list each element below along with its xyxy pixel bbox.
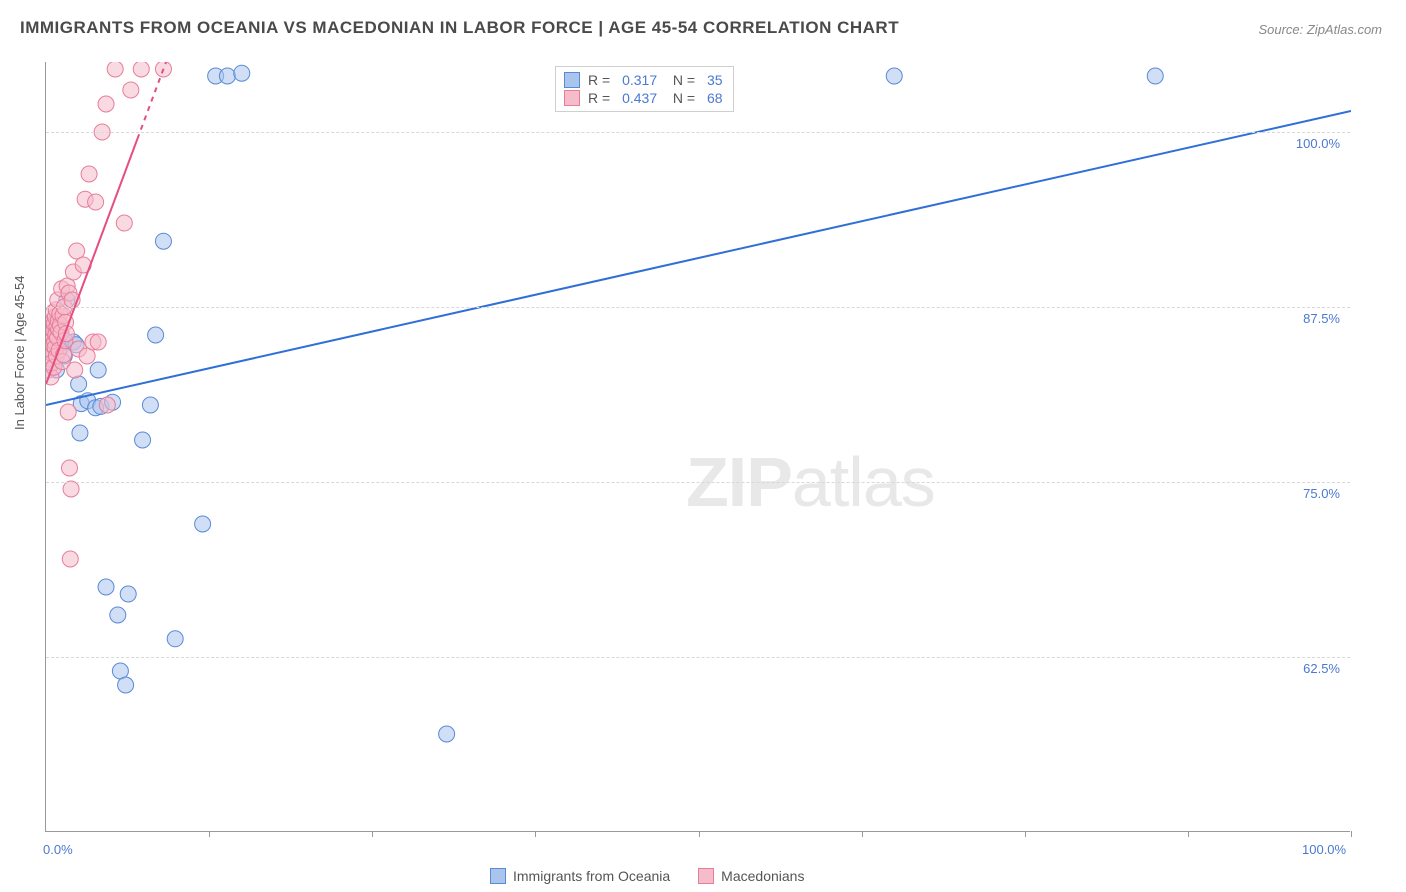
scatter-point-oceania [234, 65, 250, 81]
x-tick-label: 100.0% [1302, 842, 1346, 857]
scatter-point-macedonian [116, 215, 132, 231]
x-tick [699, 831, 700, 837]
scatter-point-oceania [135, 432, 151, 448]
y-tick-label: 87.5% [1303, 311, 1340, 326]
scatter-point-oceania [120, 586, 136, 602]
scatter-point-oceania [439, 726, 455, 742]
y-tick-label: 62.5% [1303, 661, 1340, 676]
stats-r-value: 0.317 [622, 72, 657, 88]
gridline-h [46, 657, 1350, 658]
scatter-point-macedonian [88, 194, 104, 210]
x-tick [209, 831, 210, 837]
gridline-h [46, 132, 1350, 133]
scatter-point-oceania [118, 677, 134, 693]
chart-title: IMMIGRANTS FROM OCEANIA VS MACEDONIAN IN… [20, 18, 899, 38]
scatter-point-oceania [167, 631, 183, 647]
scatter-point-macedonian [63, 481, 79, 497]
stats-r-value: 0.437 [622, 90, 657, 106]
y-axis-label: In Labor Force | Age 45-54 [12, 276, 27, 430]
scatter-point-oceania [98, 579, 114, 595]
scatter-point-oceania [155, 233, 171, 249]
scatter-point-macedonian [67, 362, 83, 378]
scatter-point-oceania [90, 362, 106, 378]
trendline-oceania [46, 111, 1351, 405]
legend-label: Macedonians [721, 868, 804, 884]
bottom-legend: Immigrants from Oceania Macedonians [490, 868, 804, 884]
scatter-point-macedonian [99, 397, 115, 413]
x-tick [535, 831, 536, 837]
scatter-point-macedonian [123, 82, 139, 98]
legend-label: Immigrants from Oceania [513, 868, 670, 884]
gridline-h [46, 307, 1350, 308]
legend-swatch [490, 868, 506, 884]
scatter-point-macedonian [61, 460, 77, 476]
stats-r-label: R = [588, 90, 614, 106]
legend-swatch [564, 90, 580, 106]
stats-legend-row: R = 0.317 N = 35 [564, 71, 723, 89]
scatter-point-macedonian [81, 166, 97, 182]
scatter-point-oceania [1147, 68, 1163, 84]
scatter-point-macedonian [90, 334, 106, 350]
source-label: Source: ZipAtlas.com [1258, 22, 1382, 37]
stats-r-label: R = [588, 72, 614, 88]
plot-area: ZIPatlas 62.5%75.0%87.5%100.0% [45, 62, 1350, 832]
chart-container: IMMIGRANTS FROM OCEANIA VS MACEDONIAN IN… [0, 0, 1406, 892]
stats-n-label: N = [665, 90, 699, 106]
scatter-point-oceania [71, 376, 87, 392]
gridline-h [46, 482, 1350, 483]
x-tick [372, 831, 373, 837]
scatter-point-macedonian [133, 62, 149, 77]
y-tick-label: 75.0% [1303, 486, 1340, 501]
x-tick [1025, 831, 1026, 837]
stats-n-value: 35 [707, 72, 723, 88]
x-tick-label: 0.0% [43, 842, 73, 857]
stats-n-value: 68 [707, 90, 723, 106]
legend-swatch [698, 868, 714, 884]
scatter-point-macedonian [107, 62, 123, 77]
x-tick [1351, 831, 1352, 837]
bottom-legend-item: Macedonians [698, 868, 804, 884]
scatter-point-oceania [219, 68, 235, 84]
scatter-point-oceania [142, 397, 158, 413]
stats-legend: R = 0.317 N = 35R = 0.437 N = 68 [555, 66, 734, 112]
legend-swatch [564, 72, 580, 88]
scatter-point-macedonian [62, 551, 78, 567]
bottom-legend-item: Immigrants from Oceania [490, 868, 670, 884]
scatter-point-oceania [72, 425, 88, 441]
scatter-point-oceania [886, 68, 902, 84]
y-tick-label: 100.0% [1296, 136, 1340, 151]
scatter-point-macedonian [60, 404, 76, 420]
stats-legend-row: R = 0.437 N = 68 [564, 89, 723, 107]
scatter-plot-svg [46, 62, 1351, 832]
scatter-point-oceania [110, 607, 126, 623]
x-tick [862, 831, 863, 837]
x-tick [1188, 831, 1189, 837]
stats-n-label: N = [665, 72, 699, 88]
scatter-point-oceania [148, 327, 164, 343]
scatter-point-oceania [195, 516, 211, 532]
scatter-point-macedonian [98, 96, 114, 112]
